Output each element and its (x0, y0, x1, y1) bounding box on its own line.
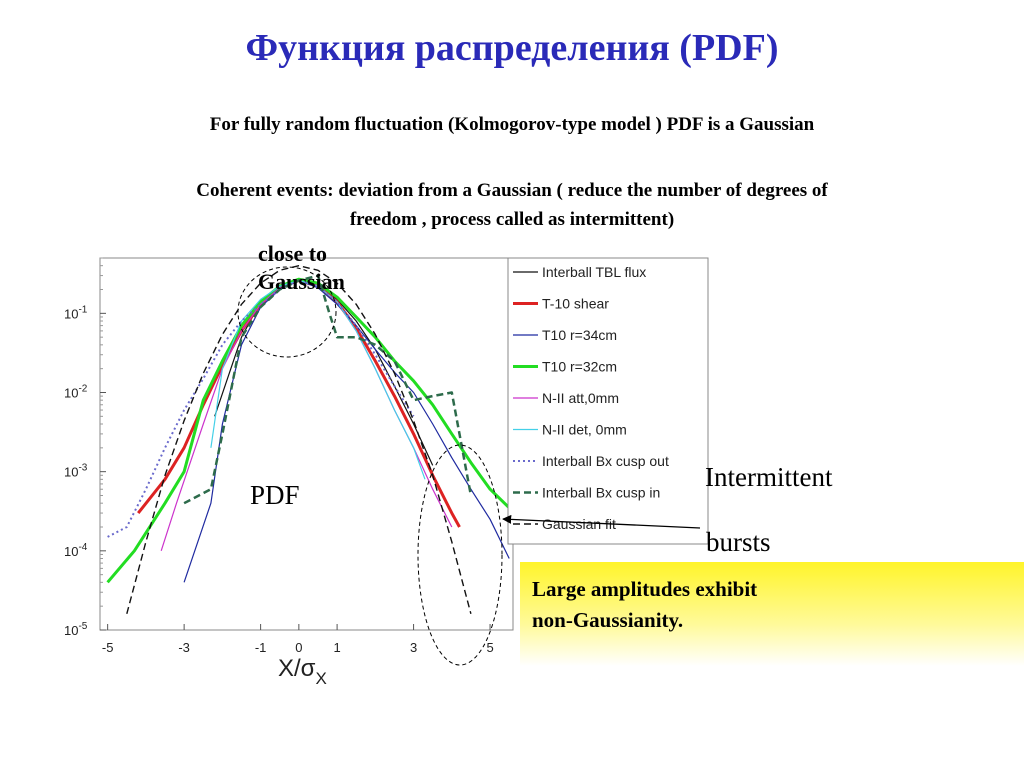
series-layer (106, 265, 511, 614)
series-line-7 (183, 274, 473, 505)
legend-label-6: Interball Bx cusp out (542, 453, 669, 469)
conclusion-box: Large amplitudes exhibit non-Gaussianity… (520, 562, 1024, 666)
y-tick-label: 10-3 (64, 463, 88, 480)
legend: Interball TBL flux T-10 shear T10 r=34cm T1… (507, 257, 709, 545)
tail-burst-ellipse (417, 444, 503, 666)
legend-label-4: N-II att,0mm (542, 390, 619, 406)
conclusion-line-2: non-Gaussianity. (532, 608, 684, 632)
y-tick-label: 10-1 (64, 304, 88, 321)
x-tick-label: -1 (255, 640, 267, 655)
close-to-gaussian-annotation: close to Gaussian (258, 240, 345, 296)
conclusion-line-1: Large amplitudes exhibit (532, 577, 758, 601)
conclusion-text: Large amplitudes exhibit non-Gaussianity… (532, 574, 757, 636)
legend-label-8: Gaussian fit (542, 516, 616, 532)
legend-label-2: T10 r=34cm (542, 327, 617, 343)
burst-arrow (502, 514, 701, 529)
legend-box (507, 257, 709, 545)
pdf-label: PDF (250, 480, 300, 510)
series-line-8 (126, 265, 472, 614)
legend-label-3: T10 r=32cm (542, 359, 617, 375)
intermittent-label: Intermittent (705, 462, 833, 492)
series-line-5 (210, 279, 426, 480)
gaussian-label: Gaussian (258, 269, 345, 294)
legend-label-5: N-II det, 0mm (542, 422, 627, 438)
axis-ticks: -5 -3 -1 0 1 3 5 10-1 10-2 10-3 10-4 10-5 (64, 257, 494, 655)
x-tick-label: -5 (102, 640, 114, 655)
series-line-3 (106, 277, 511, 584)
y-tick-label: 10-4 (64, 542, 88, 559)
center-gaussian-ellipse (237, 266, 337, 358)
gaussian-statement: For fully random fluctuation (Kolmogorov… (209, 114, 815, 135)
coherent-events-line-2: freedom , process called as intermittent… (349, 209, 675, 230)
bursts-label: bursts (706, 527, 771, 557)
legend-label-7: Interball Bx cusp in (542, 485, 660, 501)
x-tick-label: -3 (178, 640, 190, 655)
series-line-6 (107, 279, 415, 538)
series-line-2 (183, 279, 510, 583)
x-axis-label: X/σX (278, 655, 327, 688)
x-tick-label: 0 (295, 640, 302, 655)
x-tick-label: 1 (333, 640, 340, 655)
legend-label-1: T-10 shear (542, 296, 609, 312)
x-axis-label-main: X/σ (278, 655, 316, 682)
y-tick-label: 10-5 (64, 621, 88, 638)
legend-items: Interball TBL flux T-10 shear T10 r=34cm T1… (513, 264, 669, 532)
x-tick-label: 5 (486, 640, 493, 655)
slide-title: Функция распределения (PDF) (245, 27, 779, 69)
coherent-events-statement: Coherent events: deviation from a Gaussi… (0, 176, 1024, 234)
x-axis-label-subscript: X (316, 669, 327, 688)
close-to-label: close to (258, 241, 328, 266)
legend-label-0: Interball TBL flux (542, 264, 646, 280)
x-tick-label: 3 (410, 640, 417, 655)
y-tick-label: 10-2 (64, 384, 88, 401)
plot-area (99, 257, 514, 631)
coherent-events-line-1: Coherent events: deviation from a Gaussi… (196, 180, 828, 201)
